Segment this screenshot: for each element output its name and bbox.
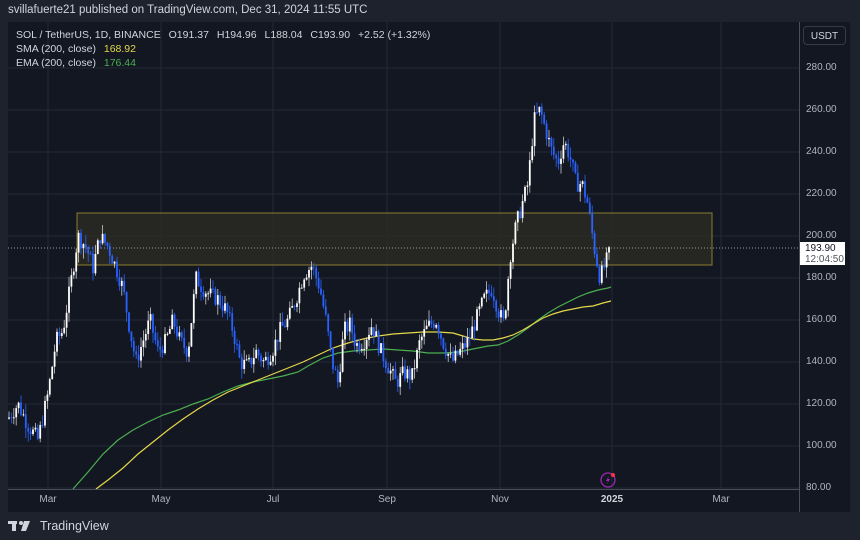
ema-label: EMA (200, close) (16, 57, 96, 69)
legend-symbol-row: SOL / TetherUS, 1D, BINANCE O191.37 H194… (16, 28, 435, 42)
price-label: 140.00 (806, 356, 837, 367)
time-label: May (151, 494, 171, 505)
price-chart[interactable] (8, 22, 850, 512)
price-label: 260.00 (806, 104, 837, 115)
currency-button[interactable]: USDT (803, 26, 846, 45)
current-price-value: 193.90 (805, 243, 836, 254)
price-label: 220.00 (806, 188, 837, 199)
ohlc-low: L188.04 (264, 29, 303, 41)
price-label: 120.00 (806, 398, 837, 409)
time-label-year: 2025 (600, 494, 624, 505)
time-label: Mar (39, 494, 57, 505)
legend-sma-row[interactable]: SMA (200, close) 168.92 (16, 42, 435, 56)
price-label: 100.00 (806, 440, 837, 451)
time-label: Jul (266, 494, 280, 505)
sma-label: SMA (200, close) (16, 43, 96, 55)
published-caption: svillafuerte21 published on TradingView.… (8, 4, 368, 16)
ohlc-high: H194.96 (216, 29, 257, 41)
price-label: 240.00 (806, 146, 837, 157)
sma-line (95, 300, 612, 490)
alert-lightning-icon[interactable] (600, 472, 616, 488)
chart-panel[interactable] (8, 22, 850, 512)
tradingview-logo[interactable]: TradingView (8, 519, 109, 533)
brand-name: TradingView (40, 519, 109, 533)
legend-ema-row[interactable]: EMA (200, close) 176.44 (16, 56, 435, 70)
ema-value: 176.44 (103, 57, 136, 69)
price-label: 80.00 (806, 482, 832, 493)
ohlc-change: +2.52 (+1.32%) (358, 29, 431, 41)
time-axis-divider (8, 489, 799, 490)
time-label: Sep (378, 494, 396, 505)
symbol-label[interactable]: SOL / TetherUS, 1D, BINANCE (16, 29, 161, 41)
sma-value: 168.92 (103, 43, 136, 55)
ema-line (72, 286, 612, 490)
price-label: 280.00 (806, 62, 837, 73)
price-label: 160.00 (806, 314, 837, 325)
price-axis-divider (799, 22, 800, 512)
ohlc-close: C193.90 (310, 29, 351, 41)
current-price-tag: 193.90 12:04:50 (800, 242, 845, 265)
candlesticks (8, 102, 610, 443)
price-label: 200.00 (806, 230, 837, 241)
time-label: Mar (712, 494, 730, 505)
time-label: Nov (491, 494, 509, 505)
grid-horizontal (8, 67, 799, 489)
price-label: 180.00 (806, 272, 837, 283)
tradingview-logo-icon (8, 521, 30, 531)
resistance-zone[interactable] (76, 212, 713, 266)
bar-countdown: 12:04:50 (805, 254, 844, 265)
chart-legend: SOL / TetherUS, 1D, BINANCE O191.37 H194… (16, 28, 435, 70)
ohlc-open: O191.37 (168, 29, 209, 41)
